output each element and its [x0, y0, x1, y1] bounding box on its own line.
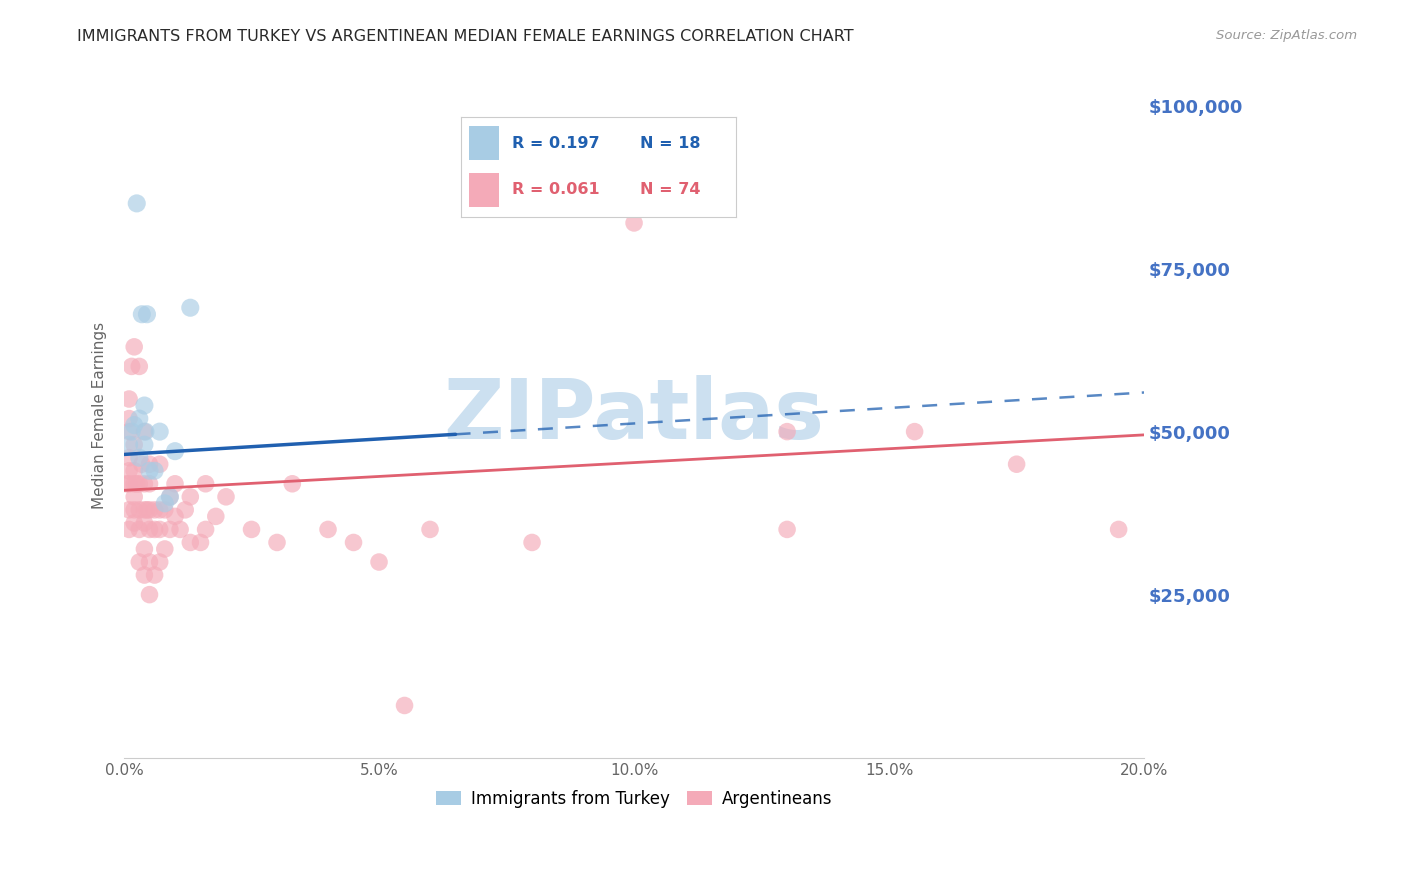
Argentineans	[190, 535, 212, 549]
Argentineans	[143, 568, 166, 582]
Argentineans	[118, 503, 141, 517]
Argentineans	[159, 523, 181, 537]
Argentineans	[138, 476, 160, 491]
Argentineans	[128, 555, 150, 569]
Argentineans	[125, 476, 148, 491]
Text: ZIPatlas: ZIPatlas	[443, 375, 824, 456]
Immigrants from Turkey	[138, 464, 160, 478]
Immigrants from Turkey	[159, 490, 181, 504]
Argentineans	[1108, 523, 1130, 537]
Argentineans	[1005, 457, 1028, 471]
Argentineans	[419, 523, 441, 537]
Immigrants from Turkey	[121, 425, 143, 439]
Immigrants from Turkey	[136, 307, 159, 321]
Text: Source: ZipAtlas.com: Source: ZipAtlas.com	[1216, 29, 1357, 42]
Argentineans	[138, 503, 160, 517]
Immigrants from Turkey	[143, 464, 166, 478]
Argentineans	[281, 476, 304, 491]
Immigrants from Turkey	[149, 425, 172, 439]
Argentineans	[520, 535, 543, 549]
Argentineans	[134, 503, 156, 517]
Argentineans	[122, 340, 145, 354]
Argentineans	[174, 503, 197, 517]
Argentineans	[128, 503, 150, 517]
Argentineans	[153, 503, 176, 517]
Argentineans	[122, 490, 145, 504]
Argentineans	[118, 425, 141, 439]
Immigrants from Turkey	[125, 196, 148, 211]
Argentineans	[316, 523, 339, 537]
Immigrants from Turkey	[128, 411, 150, 425]
Argentineans	[149, 503, 172, 517]
Argentineans	[904, 425, 927, 439]
Argentineans	[122, 464, 145, 478]
Argentineans	[134, 541, 156, 556]
Argentineans	[136, 503, 159, 517]
Argentineans	[121, 359, 143, 374]
Argentineans	[134, 568, 156, 582]
Text: IMMIGRANTS FROM TURKEY VS ARGENTINEAN MEDIAN FEMALE EARNINGS CORRELATION CHART: IMMIGRANTS FROM TURKEY VS ARGENTINEAN ME…	[77, 29, 853, 44]
Argentineans	[122, 476, 145, 491]
Argentineans	[623, 216, 645, 230]
Argentineans	[122, 516, 145, 530]
Argentineans	[776, 425, 799, 439]
Argentineans	[118, 476, 141, 491]
Argentineans	[149, 523, 172, 537]
Immigrants from Turkey	[179, 301, 201, 315]
Argentineans	[194, 523, 217, 537]
Immigrants from Turkey	[134, 437, 156, 451]
Argentineans	[163, 509, 186, 524]
Argentineans	[138, 457, 160, 471]
Argentineans	[138, 588, 160, 602]
Immigrants from Turkey	[163, 444, 186, 458]
Argentineans	[128, 523, 150, 537]
Argentineans	[115, 476, 138, 491]
Argentineans	[138, 555, 160, 569]
Argentineans	[149, 555, 172, 569]
Argentineans	[122, 437, 145, 451]
Argentineans	[143, 503, 166, 517]
Argentineans	[240, 523, 263, 537]
Argentineans	[118, 392, 141, 406]
Argentineans	[128, 476, 150, 491]
Argentineans	[134, 516, 156, 530]
Argentineans	[194, 476, 217, 491]
Immigrants from Turkey	[128, 450, 150, 465]
Argentineans	[342, 535, 364, 549]
Immigrants from Turkey	[134, 425, 156, 439]
Immigrants from Turkey	[122, 418, 145, 433]
Argentineans	[266, 535, 288, 549]
Argentineans	[215, 490, 238, 504]
Argentineans	[163, 476, 186, 491]
Argentineans	[368, 555, 391, 569]
Argentineans	[134, 425, 156, 439]
Immigrants from Turkey	[118, 437, 141, 451]
Argentineans	[159, 490, 181, 504]
Argentineans	[149, 457, 172, 471]
Argentineans	[131, 457, 153, 471]
Argentineans	[394, 698, 416, 713]
Y-axis label: Median Female Earnings: Median Female Earnings	[93, 322, 107, 508]
Immigrants from Turkey	[131, 307, 153, 321]
Immigrants from Turkey	[134, 399, 156, 413]
Argentineans	[179, 535, 201, 549]
Argentineans	[153, 541, 176, 556]
Argentineans	[179, 490, 201, 504]
Argentineans	[118, 411, 141, 425]
Argentineans	[169, 523, 191, 537]
Argentineans	[118, 464, 141, 478]
Argentineans	[143, 523, 166, 537]
Argentineans	[122, 503, 145, 517]
Argentineans	[128, 359, 150, 374]
Immigrants from Turkey	[153, 496, 176, 510]
Argentineans	[204, 509, 226, 524]
Legend: Immigrants from Turkey, Argentineans: Immigrants from Turkey, Argentineans	[429, 783, 839, 814]
Argentineans	[776, 523, 799, 537]
Argentineans	[118, 450, 141, 465]
Argentineans	[118, 523, 141, 537]
Argentineans	[134, 476, 156, 491]
Argentineans	[138, 523, 160, 537]
